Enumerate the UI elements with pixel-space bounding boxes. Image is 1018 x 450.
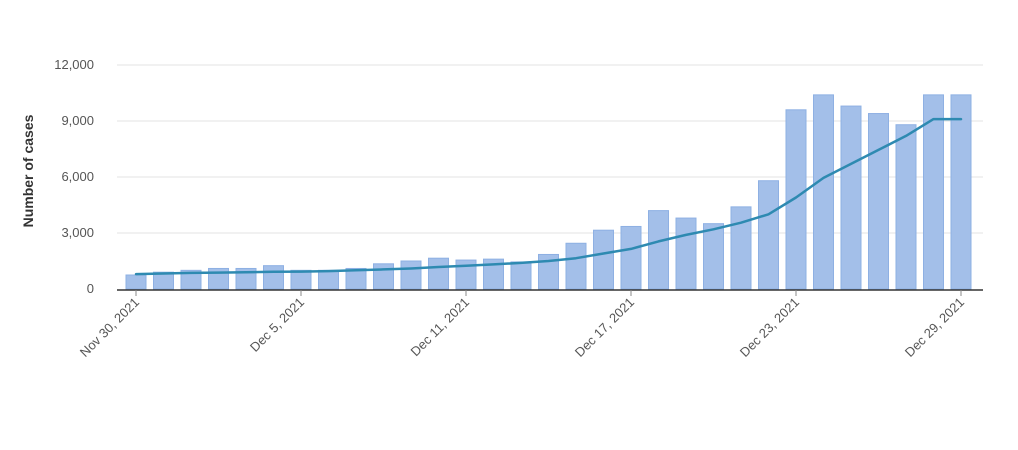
y-tick-label: 6,000	[61, 169, 94, 184]
bar	[400, 260, 422, 290]
bar	[840, 105, 862, 290]
bar	[180, 269, 202, 290]
bar	[318, 269, 339, 290]
y-tick-label: 12,000	[54, 57, 94, 72]
bar	[538, 253, 559, 290]
bar	[758, 180, 779, 290]
x-tick-label: Dec 11, 2021	[408, 295, 473, 360]
bar	[813, 94, 834, 290]
x-tick-labels: Nov 30, 2021 Dec 5, 2021 Dec 11, 2021 Dec 1…	[77, 295, 967, 360]
bar	[923, 94, 944, 290]
trend-line	[134, 117, 963, 276]
bar	[510, 261, 532, 290]
y-tick-label: 0	[87, 281, 94, 296]
bar	[593, 229, 614, 290]
bar	[235, 267, 257, 290]
bar	[153, 271, 174, 290]
x-tick-label: Dec 17, 2021	[572, 295, 637, 360]
bar	[703, 223, 724, 290]
bar	[950, 94, 972, 290]
bar	[455, 259, 477, 290]
bar	[345, 267, 367, 290]
x-tick-label: Nov 30, 2021	[77, 295, 142, 360]
bar	[648, 210, 669, 290]
bar	[428, 257, 449, 290]
bar	[620, 225, 642, 290]
y-tick-labels: 0 3,000 6,000 9,000 12,000	[54, 57, 94, 296]
bar	[785, 109, 807, 290]
x-tick-label: Dec 29, 2021	[902, 295, 967, 360]
y-tick-label: 3,000	[61, 225, 94, 240]
bar	[373, 263, 394, 290]
x-tick-label: Dec 5, 2021	[247, 295, 307, 355]
bar	[290, 269, 312, 290]
trend-line-series	[134, 117, 963, 276]
bar	[730, 206, 752, 290]
bar	[565, 242, 587, 290]
axes	[117, 289, 983, 296]
bar	[125, 274, 147, 290]
bar	[895, 124, 917, 290]
bar	[483, 258, 504, 290]
bar	[675, 217, 697, 290]
bar	[263, 265, 284, 290]
y-tick-label: 9,000	[61, 113, 94, 128]
y-axis-title: Number of cases	[20, 114, 36, 227]
x-tick-label: Dec 23, 2021	[737, 295, 802, 360]
bar	[868, 113, 889, 290]
grid-lines	[117, 64, 983, 234]
